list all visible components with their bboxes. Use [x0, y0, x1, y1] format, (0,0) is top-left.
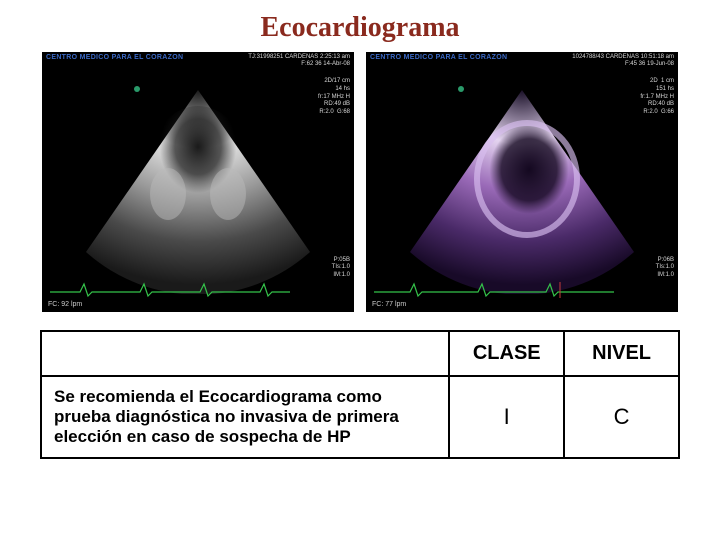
header-nivel: NIVEL — [564, 331, 679, 376]
nivel-value: C — [564, 376, 679, 458]
recommendation-table-wrap: CLASE NIVEL Se recomienda el Ecocardiogr… — [0, 330, 720, 459]
header-empty — [41, 331, 449, 376]
recommendation-table: CLASE NIVEL Se recomienda el Ecocardiogr… — [40, 330, 680, 459]
recommendation-cell: Se recomienda el Ecocardiograma como pru… — [41, 376, 449, 458]
table-header-row: CLASE NIVEL — [41, 331, 679, 376]
echo-image-right — [366, 74, 678, 312]
heart-rate-right: FC: 77 lpm — [372, 301, 406, 308]
echo-container: CENTRO MEDICO PARA EL CORAZON TJ:3199825… — [0, 52, 720, 330]
echo-header-right: CENTRO MEDICO PARA EL CORAZON 1024788/43… — [366, 52, 678, 74]
echo-image-left — [42, 74, 354, 312]
ecg-trace-icon — [50, 282, 290, 298]
page-title: Ecocardiograma — [0, 0, 720, 52]
ecg-trace-icon — [374, 282, 614, 298]
header-meta-right: 1024788/43 CARDENAS 10:51:18 am F:45 36 … — [572, 54, 674, 68]
title-text: Ecocardiograma — [260, 12, 459, 43]
probe-marker-icon — [458, 86, 464, 92]
echo-panel-left: CENTRO MEDICO PARA EL CORAZON TJ:3199825… — [42, 52, 354, 312]
echo-header-left: CENTRO MEDICO PARA EL CORAZON TJ:3199825… — [42, 52, 354, 74]
ultrasound-fan-icon — [68, 84, 328, 294]
facility-label: CENTRO MEDICO PARA EL CORAZON — [46, 54, 183, 61]
facility-label: CENTRO MEDICO PARA EL CORAZON — [370, 54, 507, 61]
echo-panel-right: CENTRO MEDICO PARA EL CORAZON 1024788/43… — [366, 52, 678, 312]
readout-top-right: 2D 1 cm 151 hs fr:1.7 MHz H RD:40 dB R:2… — [640, 78, 674, 117]
clase-value: I — [449, 376, 564, 458]
table-row: Se recomienda el Ecocardiograma como pru… — [41, 376, 679, 458]
header-meta-left: TJ:31998251 CARDENAS 2:25:13 am F:62 36 … — [248, 54, 350, 68]
readout-top-left: 2D/17 cm 14 hs fr:17 MHz H RD:49 dB R:2.… — [318, 78, 350, 117]
readout-bottom-right: P:06B TIs:1.0 IM:1.0 — [656, 257, 674, 280]
readout-bottom-left: P:05B TIs:1.0 IM:1.0 — [332, 257, 350, 280]
heart-rate-left: FC: 92 lpm — [48, 301, 82, 308]
probe-marker-icon — [134, 86, 140, 92]
header-clase: CLASE — [449, 331, 564, 376]
ultrasound-fan-icon — [392, 84, 652, 294]
